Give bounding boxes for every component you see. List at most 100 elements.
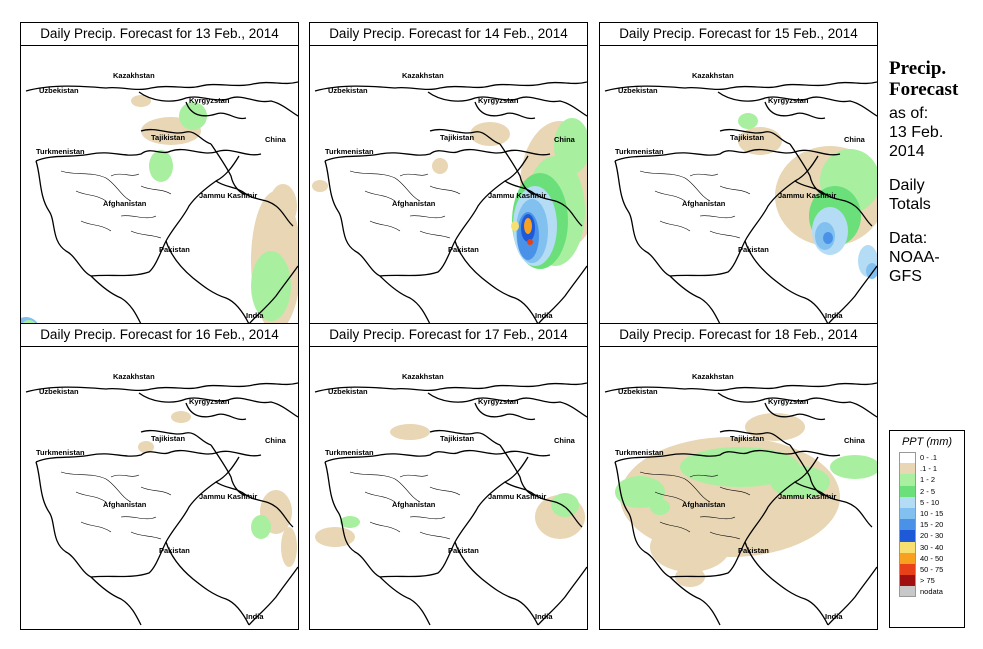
precip-area [312,180,328,192]
country-border [379,576,431,626]
legend-item: .1 - 1 [890,463,964,475]
map-label-tajikistan: Tajikistan [440,434,474,443]
map-svg: Kazakhstan Uzbekistan Kyrgyzstan Tajikistan… [312,71,587,325]
legend-label: > 75 [920,576,935,586]
boundaries [25,382,298,626]
precip-area [171,411,191,423]
map-svg: Kazakhstan Uzbekistan Kyrgyzstan Tajikistan… [314,372,587,626]
country-border [90,275,142,325]
country-border [499,143,539,195]
country-border [185,101,247,120]
legend-label: 5 - 10 [920,497,940,507]
country-border [429,128,501,145]
map-label-india: India [535,612,553,621]
precip-area [823,232,833,244]
daily-totals-note: Daily Totals [889,176,979,214]
as-of-line: 2014 [889,143,925,160]
map-label-tajikistan: Tajikistan [151,133,185,142]
province-border [60,471,172,540]
map-label-kazakhstan: Kazakhstan [692,71,734,80]
legend-swatch [899,552,916,564]
country-border [504,180,583,227]
country-border [140,429,212,446]
country-border [90,456,240,578]
country-border [669,155,819,277]
country-border [427,392,587,418]
country-border [604,382,877,393]
legend-swatch [899,563,916,576]
country-border [210,143,250,195]
map-label-kazakhstan: Kazakhstan [402,71,444,80]
map-label-uzbekistan: Uzbekistan [618,387,658,396]
country-border [215,180,294,227]
legend-swatch [899,485,916,497]
map-label-tajikistan: Tajikistan [151,434,185,443]
precip-area [281,527,297,567]
heading-line: Precip. [889,58,947,79]
country-border [537,265,587,325]
country-border [669,275,721,325]
legend-swatch [899,530,916,542]
data-line: Data: [889,230,928,247]
legend-swatch [899,519,916,531]
country-border [454,240,539,325]
country-border [789,444,829,496]
legend-label: 10 - 15 [920,509,944,519]
map-label-afghanistan: Afghanistan [682,199,726,208]
country-border [324,148,551,162]
precip-map: Kazakhstan Uzbekistan Kyrgyzstan Tajikistan… [310,347,587,629]
legend-swatch [899,474,916,486]
map-svg: Kazakhstan Uzbekistan Kyrgyzstan Tajikistan… [604,71,877,325]
map-label-kyrgyzstan: Kyrgyzstan [478,397,519,406]
forecast-info: Precip. Forecast as of: 13 Feb. 2014 Dai… [889,58,979,286]
map-label-india: India [246,311,264,320]
panel-title: Daily Precip. Forecast for 16 Feb., 2014 [21,324,298,347]
country-border [719,429,791,446]
map-label-uzbekistan: Uzbekistan [328,387,368,396]
map-label-china: China [265,436,287,445]
country-border [669,456,819,578]
data-line: NOAA- [889,249,940,266]
province-border [639,471,751,540]
precip-area [470,122,510,146]
legend-label: 20 - 30 [920,531,944,541]
map-label-jammu-kashmir: Jammu Kashmir [488,492,546,501]
map-label-jammu-kashmir: Jammu Kashmir [778,492,836,501]
map-label-india: India [535,311,553,320]
legend-item: 15 - 20 [890,519,964,531]
province-border [639,170,751,239]
legend-item: 40 - 50 [890,552,964,564]
boundaries [314,81,587,325]
legend-item: 0 - .1 [890,452,964,464]
precip-map: Kazakhstan Uzbekistan Kyrgyzstan Tajikistan… [21,347,298,629]
map-label-kyrgyzstan: Kyrgyzstan [768,96,809,105]
map-label-kyrgyzstan: Kyrgyzstan [768,397,809,406]
map-label-pakistan: Pakistan [738,245,769,254]
precip-area [527,239,533,245]
map-label-pakistan: Pakistan [448,245,479,254]
boundaries [604,382,877,626]
legend-label: .1 - 1 [920,464,938,474]
as-of-date: as of: 13 Feb. 2014 [889,104,979,161]
legend-item: nodata [890,586,964,598]
country-border [25,81,298,92]
legend-label: 15 - 20 [920,520,944,530]
country-border [429,429,501,446]
country-border [248,566,298,626]
precip-field [738,113,877,279]
country-border [140,128,212,145]
country-border [138,392,298,418]
country-border [324,461,381,578]
country-border [669,576,721,626]
precip-area [524,218,532,234]
country-border [185,402,247,421]
country-border [499,444,539,496]
precip-area [830,455,877,479]
precip-area [179,102,207,130]
precip-area [738,127,782,155]
map-label-turkmenistan: Turkmenistan [36,147,85,156]
precip-map: Kazakhstan Uzbekistan Kyrgyzstan Tajikistan… [600,347,877,629]
daily-line: Totals [889,196,931,213]
country-border [25,382,298,393]
map-label-turkmenistan: Turkmenistan [325,147,374,156]
